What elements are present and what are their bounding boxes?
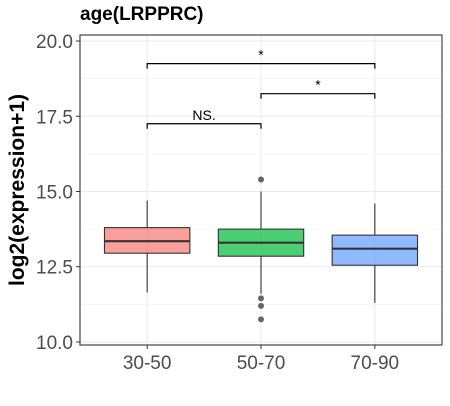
- x-tick-label: 30-50: [123, 353, 172, 374]
- box-body: [332, 235, 417, 265]
- y-tick-label: 20.0: [36, 32, 73, 53]
- y-tick-label: 15.0: [36, 183, 73, 204]
- significance-label: NS.: [192, 107, 215, 123]
- significance-label: *: [315, 77, 321, 93]
- outlier-point: [258, 316, 264, 322]
- significance-label: *: [258, 47, 264, 63]
- y-tick-label: 17.5: [36, 107, 73, 128]
- x-tick-label: 50-70: [237, 353, 286, 374]
- outlier-point: [258, 295, 264, 301]
- y-tick-label: 12.5: [36, 258, 73, 279]
- outlier-point: [258, 303, 264, 309]
- y-tick-label: 10.0: [36, 333, 73, 354]
- outlier-point: [258, 176, 264, 182]
- x-tick-label: 70-90: [351, 353, 400, 374]
- y-axis-title: log2(expression+1): [6, 94, 29, 286]
